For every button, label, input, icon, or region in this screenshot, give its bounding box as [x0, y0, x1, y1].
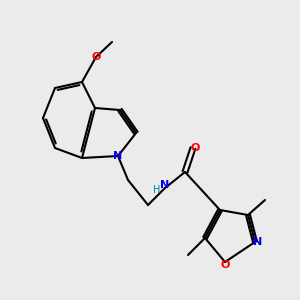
Text: O: O	[220, 260, 230, 270]
Text: O: O	[91, 52, 101, 62]
Text: H: H	[153, 185, 161, 195]
Text: N: N	[254, 237, 262, 247]
Text: N: N	[113, 151, 123, 161]
Text: N: N	[160, 180, 169, 190]
Text: O: O	[190, 143, 200, 153]
